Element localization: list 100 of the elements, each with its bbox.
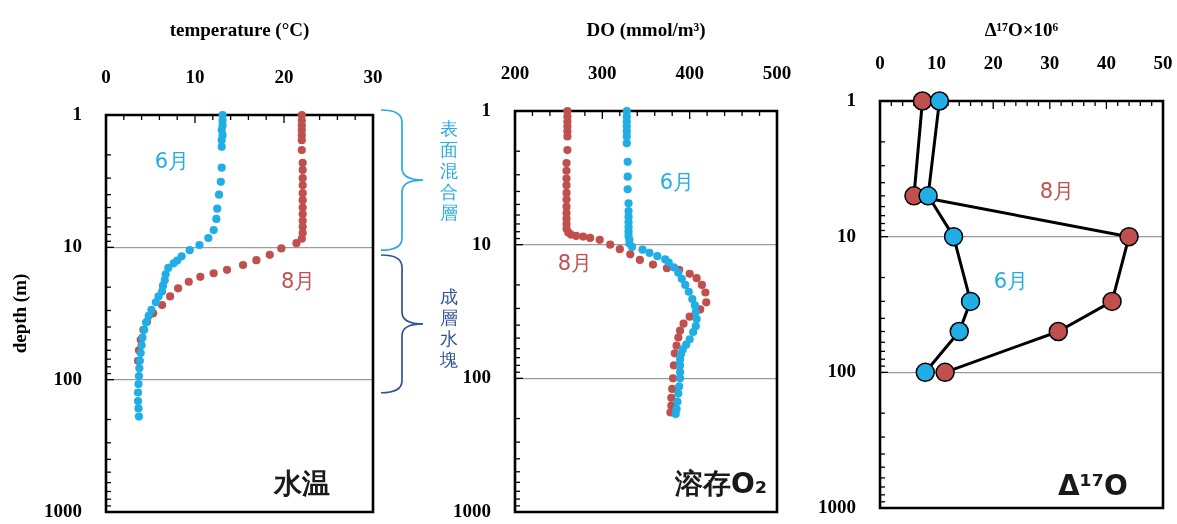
- point: [674, 389, 683, 398]
- point: [692, 274, 701, 283]
- point: [606, 240, 615, 249]
- point: [648, 260, 658, 269]
- point: [216, 177, 225, 186]
- point: [298, 158, 307, 167]
- point: [623, 172, 632, 181]
- point: [675, 326, 685, 335]
- point: [595, 235, 604, 244]
- point: [298, 189, 307, 198]
- point: [1119, 226, 1139, 247]
- point: [949, 321, 969, 342]
- point: [209, 269, 218, 278]
- point: [169, 259, 178, 268]
- point: [918, 186, 938, 206]
- point: [681, 280, 690, 289]
- point: [134, 404, 143, 413]
- point: [627, 242, 637, 252]
- point: [685, 269, 694, 278]
- point: [562, 181, 571, 190]
- point: [298, 181, 307, 190]
- point: [196, 272, 205, 281]
- point: [173, 284, 183, 293]
- y-tick-label: 1000: [818, 495, 856, 517]
- point: [675, 374, 685, 383]
- point: [1102, 291, 1122, 312]
- point: [677, 274, 686, 283]
- point: [212, 214, 221, 224]
- point: [645, 248, 654, 257]
- point: [133, 388, 143, 397]
- point: [623, 185, 632, 194]
- y-tick-label: 100: [53, 367, 82, 389]
- point: [147, 305, 156, 314]
- point: [638, 245, 647, 254]
- series-label: 8月: [557, 251, 593, 276]
- point: [297, 145, 306, 155]
- point: [623, 157, 632, 166]
- point: [702, 298, 711, 307]
- point: [562, 188, 571, 198]
- point: [297, 136, 306, 145]
- point: [586, 233, 595, 242]
- y-tick-label: 1000: [453, 499, 491, 521]
- x-tick-label: 20: [983, 51, 1003, 73]
- point: [134, 372, 144, 381]
- y-tick-label: 10: [472, 232, 491, 254]
- y-tick-label: 1: [846, 88, 856, 110]
- x-tick-label: 10: [185, 65, 205, 87]
- point: [135, 364, 144, 373]
- point: [684, 287, 693, 296]
- x-axis-title: Δ¹⁷O×10⁶: [984, 19, 1059, 41]
- point: [144, 311, 153, 321]
- point: [668, 374, 678, 383]
- point: [137, 341, 146, 350]
- point: [667, 393, 676, 402]
- point: [165, 292, 175, 301]
- y-tick-label: 1: [72, 102, 82, 124]
- point: [679, 319, 688, 328]
- point: [298, 196, 307, 205]
- point: [562, 174, 571, 183]
- point: [133, 396, 143, 406]
- x-tick-label: 0: [101, 65, 111, 87]
- point: [624, 199, 633, 208]
- point: [562, 195, 571, 204]
- y-tick-label: 100: [827, 360, 856, 382]
- point: [164, 263, 173, 272]
- series-label: 6月: [993, 269, 1029, 294]
- point: [960, 291, 981, 312]
- point: [563, 132, 572, 141]
- point: [626, 250, 635, 259]
- x-tick-label: 50: [1153, 51, 1173, 73]
- series-label: 6月: [154, 149, 190, 174]
- point: [1048, 321, 1069, 342]
- point: [615, 245, 624, 254]
- x-tick-label: 0: [875, 51, 885, 73]
- point: [562, 166, 571, 175]
- point: [204, 233, 213, 243]
- point: [653, 252, 662, 261]
- point: [298, 209, 307, 219]
- y-tick-label: 1: [481, 98, 491, 120]
- point: [217, 163, 226, 172]
- point: [185, 246, 194, 255]
- text: 表面混合層: [440, 118, 459, 224]
- x-tick-label: 300: [588, 61, 617, 83]
- point: [635, 255, 644, 264]
- point: [277, 244, 286, 253]
- point: [563, 145, 572, 155]
- point: [622, 139, 631, 148]
- x-tick-label: 30: [1040, 51, 1060, 73]
- y-axis-title: depth (m): [9, 273, 32, 354]
- annotation: Δ¹⁷O: [1057, 468, 1128, 502]
- x-axis-title: temperature (°C): [169, 19, 310, 42]
- point: [195, 240, 204, 250]
- point: [692, 314, 701, 324]
- point: [669, 263, 679, 272]
- x-tick-label: 30: [363, 65, 383, 87]
- x-tick-label: 40: [1096, 51, 1116, 73]
- point: [298, 165, 307, 175]
- x-tick-label: 500: [762, 61, 792, 83]
- x-tick-label: 10: [927, 51, 947, 73]
- point: [184, 277, 193, 286]
